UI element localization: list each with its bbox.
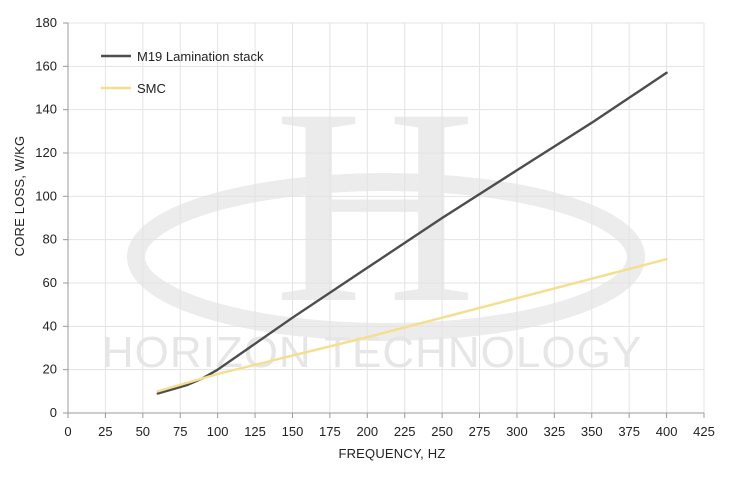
watermark-letter: H	[274, 50, 476, 361]
x-tick-label: 125	[244, 424, 266, 439]
y-tick-label: 140	[35, 102, 57, 117]
y-tick-label: 60	[43, 275, 57, 290]
x-tick-label: 425	[693, 424, 715, 439]
x-axis-title: FREQUENCY, HZ	[338, 446, 445, 461]
y-tick-label: 80	[43, 232, 57, 247]
legend-label: SMC	[137, 81, 166, 96]
y-tick-label: 120	[35, 145, 57, 160]
x-tick-label: 25	[98, 424, 112, 439]
y-tick-label: 40	[43, 318, 57, 333]
y-axis-title: CORE LOSS, W/KG	[12, 136, 27, 257]
legend-label: M19 Lamination stack	[137, 49, 264, 64]
y-tick-label: 20	[43, 362, 57, 377]
x-tick-label: 400	[656, 424, 678, 439]
x-tick-label: 175	[319, 424, 341, 439]
x-tick-label: 350	[581, 424, 603, 439]
series	[156, 71, 668, 395]
x-tick-label: 200	[356, 424, 378, 439]
x-tick-label: 275	[469, 424, 491, 439]
y-tick-label: 180	[35, 15, 57, 30]
y-tick-label: 100	[35, 188, 57, 203]
x-tick-label: 250	[431, 424, 453, 439]
y-tick-label: 160	[35, 58, 57, 73]
y-tick-label: 0	[50, 405, 57, 420]
watermark: H HORIZON TECHNOLOGY	[102, 50, 645, 377]
x-tick-label: 225	[394, 424, 416, 439]
series-line-m19	[156, 71, 668, 395]
x-tick-label: 0	[64, 424, 71, 439]
axes: 0 25 50 75 100 125 150 175 200 225 250 275 300 325 350…	[35, 15, 715, 439]
x-tick-label: 300	[506, 424, 528, 439]
x-tick-label: 75	[173, 424, 187, 439]
x-tick-label: 375	[618, 424, 640, 439]
x-tick-label: 100	[207, 424, 229, 439]
legend: M19 Lamination stack SMC	[101, 49, 264, 96]
x-tick-label: 325	[544, 424, 566, 439]
x-tick-label: 150	[282, 424, 304, 439]
x-tick-label: 50	[136, 424, 150, 439]
series-line-smc	[156, 258, 668, 393]
